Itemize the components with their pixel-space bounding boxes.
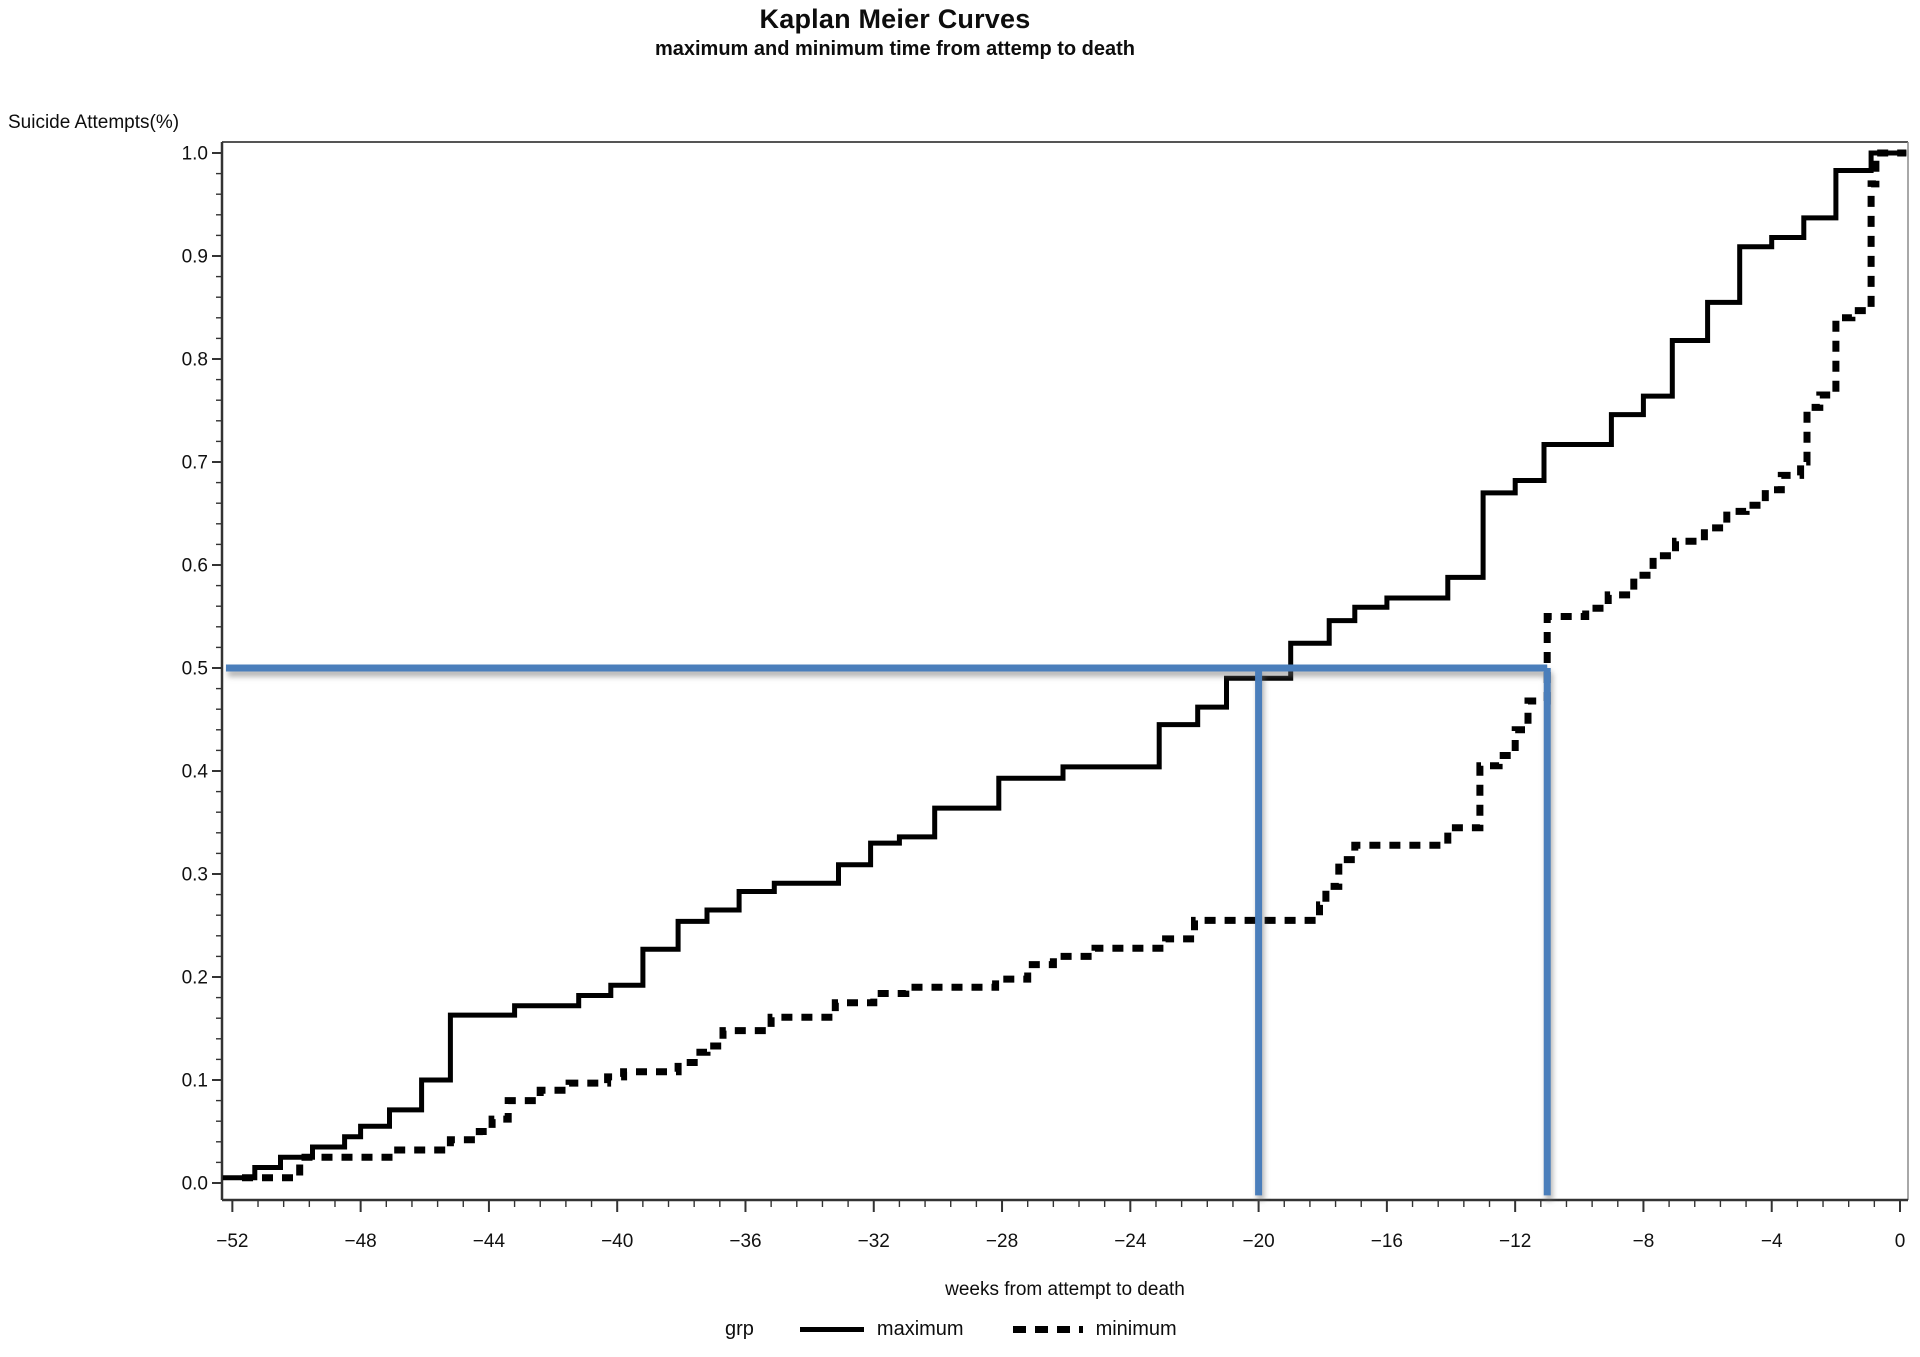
x-tick-label: −16: [1371, 1231, 1403, 1252]
y-axis-label: Suicide Attempts(%): [8, 112, 180, 133]
curve-maximum: [222, 150, 1907, 1181]
y-tick-label: 1.0: [182, 144, 208, 165]
legend-maximum-label: maximum: [876, 1318, 964, 1340]
x-tick-label: −52: [216, 1231, 248, 1252]
x-tick-label: −24: [1114, 1231, 1147, 1252]
x-tick-label: −32: [858, 1231, 890, 1252]
x-tick-label: −36: [729, 1231, 761, 1252]
legend-group-label: grp: [725, 1318, 754, 1340]
y-tick-label: 0.4: [182, 762, 209, 783]
x-tick-label: −28: [986, 1231, 1018, 1252]
y-tick-label: 0.1: [182, 1071, 208, 1092]
y-tick-label: 0.3: [182, 865, 208, 886]
median-reference-lines: [225, 664, 1551, 1196]
x-tick-label: −12: [1499, 1231, 1531, 1252]
y-tick-label: 0.8: [182, 350, 208, 371]
legend: grp maximum minimum: [725, 1318, 1177, 1341]
y-tick-label: 0.6: [182, 556, 208, 577]
y-tick-label: 0.2: [182, 968, 208, 989]
y-tick-label: 0.5: [182, 659, 208, 680]
x-tick-label: −44: [473, 1231, 506, 1252]
x-tick-label: 0: [1895, 1231, 1906, 1252]
y-tick-label: 0.9: [182, 247, 208, 268]
legend-minimum-line-sample: [1012, 1326, 1083, 1333]
legend-maximum-line-sample: [799, 1327, 864, 1332]
x-tick-label: −40: [601, 1231, 633, 1252]
x-axis-label: weeks from attempt to death: [945, 1279, 1185, 1300]
y-tick-label: 0.0: [182, 1174, 208, 1195]
axis-ticks: [212, 152, 1901, 1212]
x-tick-label: −48: [345, 1231, 377, 1252]
chart-header: Kaplan Meier Curves maximum and minimum …: [0, 4, 1790, 61]
x-tick-label: −20: [1242, 1231, 1274, 1252]
legend-minimum-label: minimum: [1095, 1318, 1177, 1340]
chart-title: Kaplan Meier Curves: [759, 4, 1031, 34]
tick-labels: 0.0 0.1 0.2 0.3 0.4 0.5 0.6 0.7 0.8 0.9 1.0 −52 −48 −…: [182, 144, 1906, 1253]
y-tick-label: 0.7: [182, 453, 208, 474]
x-tick-label: −4: [1761, 1231, 1783, 1252]
curve-minimum: [242, 149, 1907, 1182]
x-tick-label: −8: [1633, 1231, 1655, 1252]
chart-subtitle: maximum and minimum time from attemp to …: [654, 38, 1136, 60]
survival-curves: [222, 149, 1907, 1182]
